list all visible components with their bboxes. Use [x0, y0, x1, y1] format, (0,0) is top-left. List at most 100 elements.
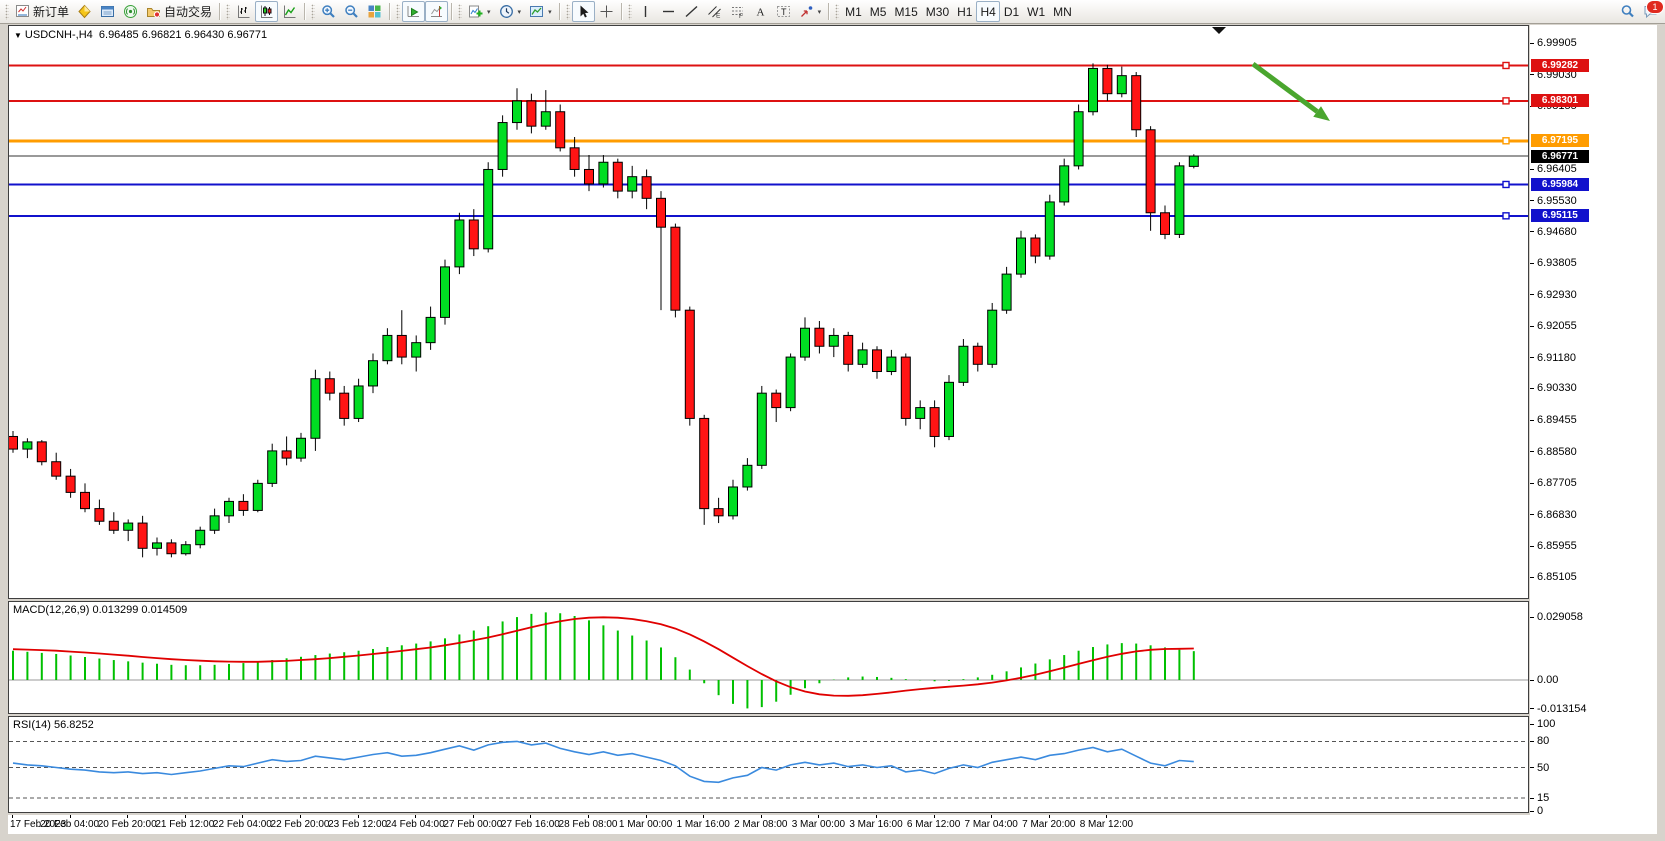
time-tick [818, 815, 820, 818]
chevron-down-icon[interactable]: ▾ [817, 8, 822, 16]
arrows-button[interactable]: ▾ [795, 1, 826, 22]
candle-body [958, 345, 969, 383]
crosshair-button[interactable] [595, 1, 618, 22]
textlabel-icon: T [776, 4, 791, 19]
fibonacci-button[interactable]: F [726, 1, 749, 22]
arrow-annotation[interactable] [1251, 61, 1319, 114]
price-tick: 6.92055 [1530, 320, 1577, 332]
candle-body [368, 360, 378, 387]
vline-icon [638, 4, 653, 19]
tf-m30-button[interactable]: M30 [922, 1, 953, 22]
tf-w1-button[interactable]: W1 [1023, 1, 1049, 22]
rsi-tick: 15 [1530, 792, 1549, 804]
textA-icon: A [753, 4, 768, 19]
pivot-line-price-badge: 6.97195 [1531, 134, 1589, 148]
candle-body [944, 381, 954, 437]
candlestick-chart[interactable] [9, 26, 1528, 598]
time-tick [12, 815, 13, 818]
pivot-line-handle[interactable] [1502, 137, 1510, 145]
candle-body [555, 111, 566, 149]
signals-button[interactable] [119, 1, 142, 22]
candle-body [656, 197, 666, 228]
price-tick: 6.87705 [1530, 477, 1577, 489]
autotrading-button[interactable]: 自动交易 [142, 1, 216, 22]
resistance-line-1-price-badge: 6.99282 [1531, 58, 1589, 72]
candle-body [1088, 67, 1098, 113]
line-chart-button[interactable] [278, 1, 301, 22]
resistance-line-2-handle[interactable] [1502, 97, 1510, 105]
autoscroll-icon [406, 4, 421, 19]
time-label: 22 Feb 04:00 [212, 819, 272, 830]
candle-body [396, 334, 407, 358]
candle-body [987, 309, 998, 365]
candle-body [641, 176, 652, 199]
resistance-line-1-handle[interactable] [1502, 61, 1510, 70]
signals-icon [123, 4, 138, 19]
trendline-button[interactable] [680, 1, 703, 22]
tf-h4-button[interactable]: H4 [976, 1, 1000, 22]
horizontal-line-button[interactable] [657, 1, 680, 22]
tf-m15-button[interactable]: M15 [890, 1, 921, 22]
templates-button[interactable]: ▾ [525, 1, 556, 22]
rsi-tick: 80 [1530, 735, 1549, 747]
candlestick-chart-button[interactable] [255, 1, 279, 22]
candle-body [310, 378, 321, 439]
candle-body [800, 327, 810, 358]
tile-windows-button[interactable] [363, 1, 386, 22]
collapse-chart-icon[interactable]: ▼ [14, 31, 22, 40]
market-watch-button[interactable] [73, 1, 96, 22]
support-line-2-handle[interactable] [1502, 212, 1510, 220]
price-axis[interactable]: 6.999056.990306.981556.964056.955306.946… [1530, 25, 1657, 817]
tf-mn-button[interactable]: MN [1049, 1, 1076, 22]
macd-tick: -0.013154 [1530, 703, 1587, 715]
chevron-down-icon[interactable]: ▾ [548, 8, 552, 16]
time-axis[interactable]: 17 Feb 2023 20 Feb 04:00 20 Feb 20:00 21 Fe… [8, 815, 1657, 834]
tf-m5-button[interactable]: M5 [866, 1, 891, 22]
toolbar-separator [304, 3, 307, 20]
candle-body [699, 417, 710, 510]
support-line-1-handle[interactable] [1502, 180, 1510, 189]
tf-d1-button[interactable]: D1 [1000, 1, 1023, 22]
time-label: 1 Mar 00:00 [618, 819, 673, 830]
tf-h1-button[interactable]: H1 [953, 1, 976, 22]
indicators-button[interactable]: ▾ [464, 1, 495, 22]
zoom-in-button[interactable] [317, 1, 340, 22]
candle-body [1044, 201, 1055, 257]
new-order-button[interactable]: 新订单 [11, 1, 73, 22]
chevron-down-icon[interactable]: ▾ [487, 8, 491, 16]
toolbar-grip [396, 3, 401, 20]
candle-body [1073, 111, 1084, 167]
chart-shift-button[interactable] [425, 1, 449, 22]
time-tick [530, 815, 532, 818]
candle-body [872, 349, 882, 373]
text-button[interactable]: A [749, 1, 772, 22]
chevron-down-icon[interactable]: ▾ [517, 8, 522, 16]
search-button[interactable] [1616, 1, 1639, 22]
candle-body [1016, 237, 1026, 275]
candle-body [238, 500, 249, 511]
candle-body [540, 111, 551, 127]
tf-m1-button[interactable]: M1 [841, 1, 866, 22]
macd-signal-line [12, 616, 1194, 697]
periods-button[interactable]: ▾ [495, 1, 526, 22]
macd-tick: 0.00 [1530, 674, 1558, 686]
auto-scroll-button[interactable] [402, 1, 426, 22]
arrow-annotation-head[interactable] [1313, 106, 1330, 121]
bar-chart-button[interactable] [232, 1, 255, 22]
price-tick: 6.94680 [1530, 226, 1577, 238]
support-line-2-price-badge: 6.95115 [1531, 209, 1589, 223]
price-tick: 6.88580 [1530, 446, 1577, 458]
cursor-button[interactable] [571, 1, 595, 22]
zoom-out-button[interactable] [340, 1, 363, 22]
data-window-button[interactable] [96, 1, 119, 22]
candle-body [339, 392, 350, 419]
candle-body [684, 309, 695, 419]
time-tick [1048, 815, 1050, 818]
chart-shift-marker[interactable] [1212, 27, 1226, 34]
notifications-button[interactable]: 1 [1639, 0, 1664, 22]
text-label-button[interactable]: T [772, 1, 795, 22]
price-tick: 6.86830 [1530, 509, 1577, 521]
vertical-line-button[interactable] [634, 1, 657, 22]
candle-body [483, 168, 494, 250]
equidistant-channel-button[interactable]: E [703, 1, 726, 22]
